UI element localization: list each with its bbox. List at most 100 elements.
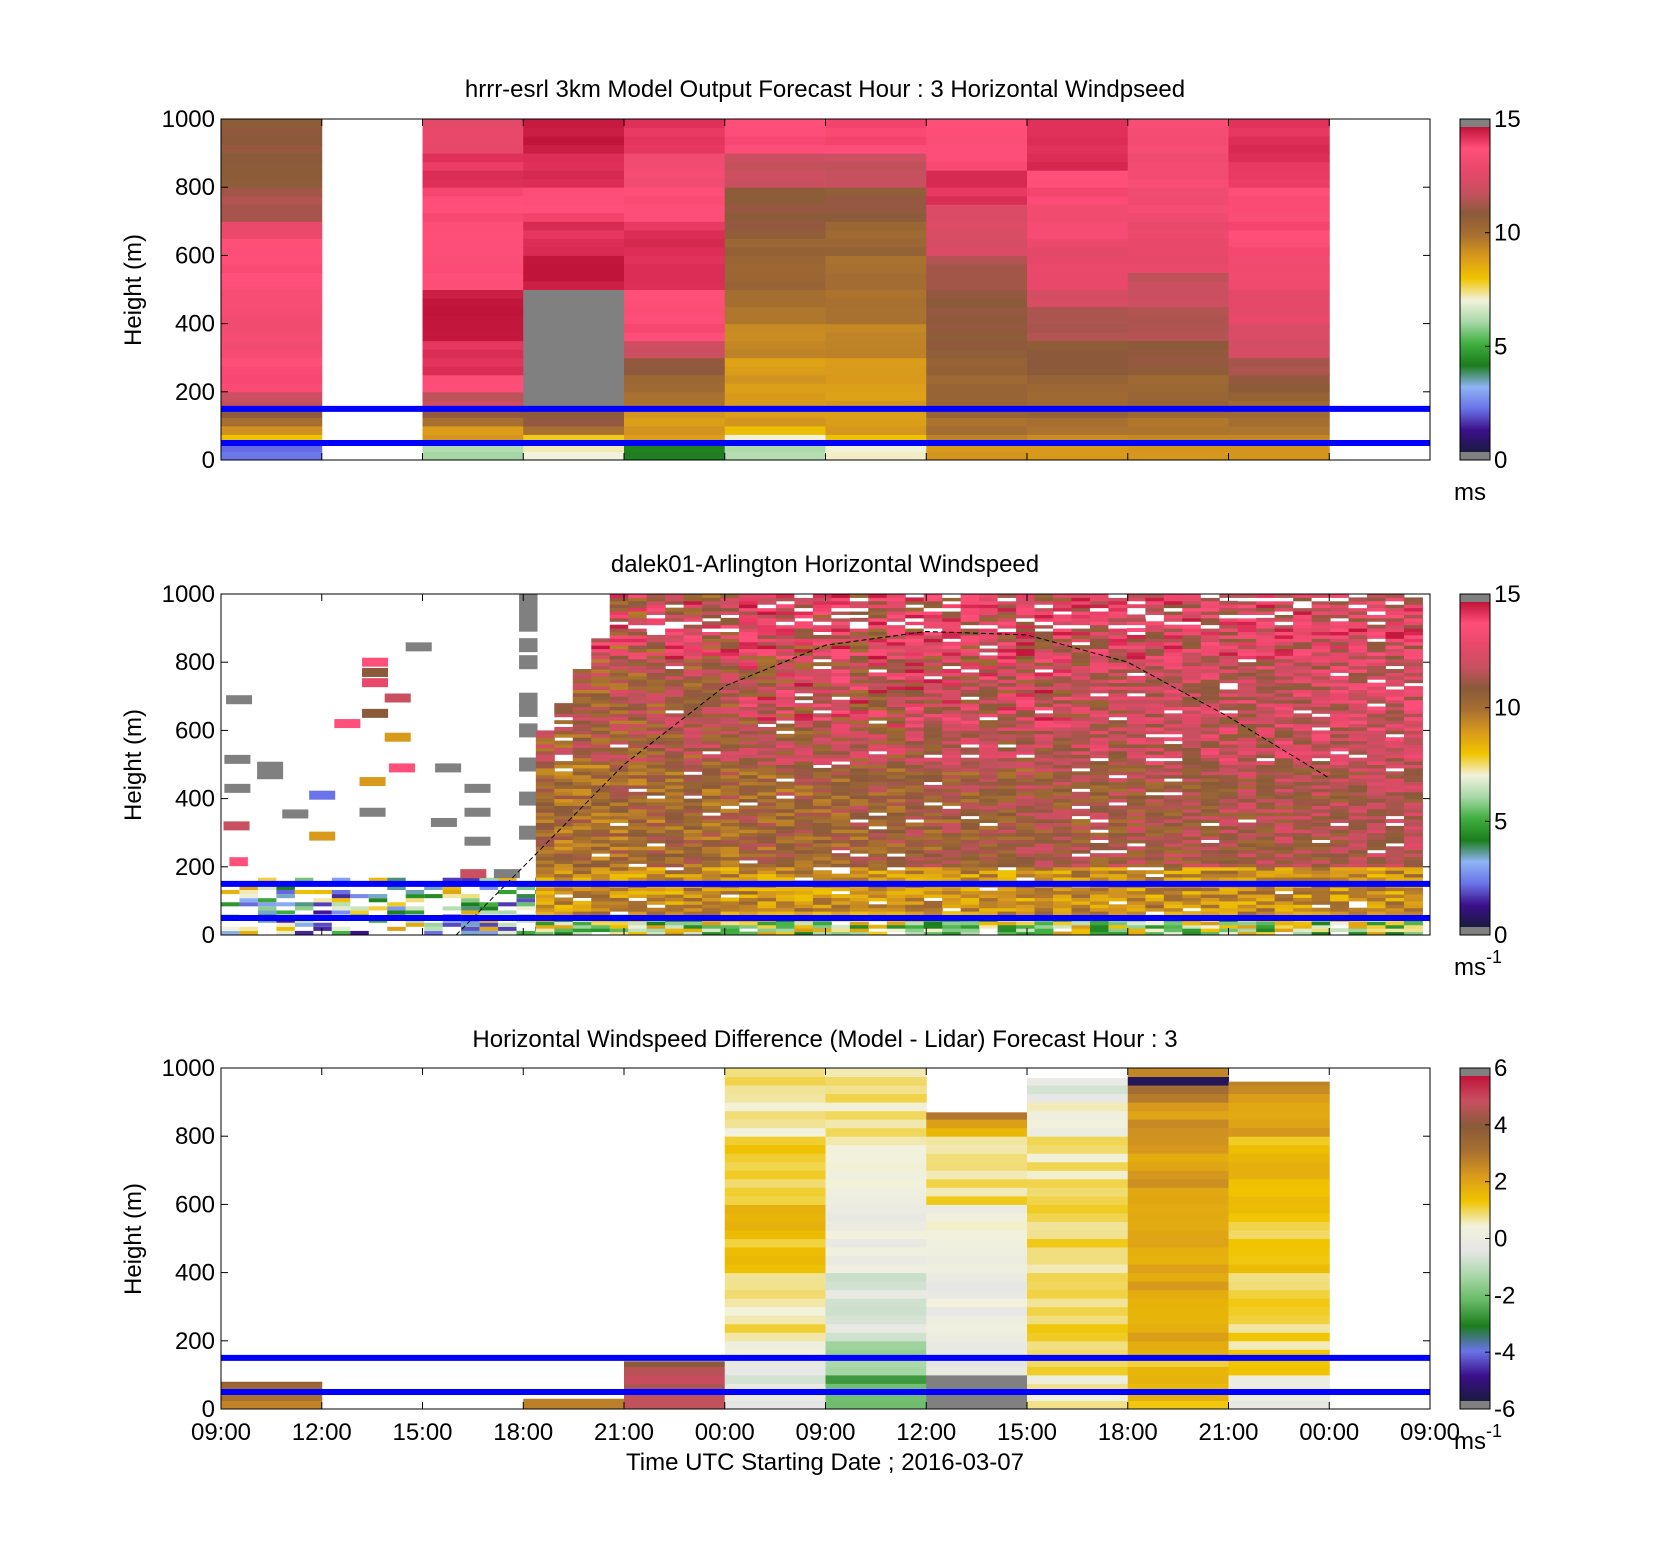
heatmap-cell	[572, 778, 592, 783]
heatmap-cell	[831, 641, 851, 646]
heatmap-cell	[1274, 856, 1294, 861]
heatmap-cell	[1200, 645, 1220, 650]
heatmap-cell	[1256, 611, 1276, 615]
heatmap-cell	[886, 805, 906, 810]
heatmap-cell	[720, 720, 740, 725]
heatmap-cell	[739, 791, 758, 796]
heatmap-cell	[757, 754, 777, 759]
heatmap-cell	[1034, 699, 1054, 704]
heatmap-cell	[1293, 853, 1313, 858]
heatmap-cell	[1182, 696, 1202, 701]
heatmap-cell	[886, 767, 906, 772]
heatmap-cell	[609, 863, 629, 868]
heatmap-cell	[720, 764, 740, 769]
heatmap-cell	[609, 900, 629, 905]
heatmap-cell	[1053, 686, 1072, 690]
heatmap-cell	[720, 784, 740, 789]
heatmap-cell	[1200, 761, 1220, 765]
heatmap-cell	[1089, 669, 1109, 673]
heatmap-cell	[479, 877, 499, 882]
heatmap-cell	[942, 617, 962, 622]
heatmap-cell	[1330, 744, 1350, 748]
heatmap-cell	[1108, 621, 1128, 626]
heatmap-cell	[825, 280, 927, 290]
heatmap-cell	[1293, 836, 1313, 841]
heatmap-cell	[1274, 781, 1294, 786]
heatmap-cell	[923, 829, 943, 834]
heatmap-cell	[923, 634, 943, 639]
heatmap-cell	[646, 761, 666, 765]
heatmap-cell	[849, 863, 869, 868]
heatmap-cell	[1108, 726, 1128, 731]
heatmap-cell	[1293, 621, 1313, 626]
heatmap-cell	[422, 136, 524, 146]
heatmap-cell	[591, 897, 611, 902]
heatmap-cell	[609, 784, 629, 789]
heatmap-cell	[1182, 648, 1202, 653]
heatmap-cell	[923, 726, 943, 731]
heatmap-cell	[519, 617, 538, 632]
heatmap-cell	[646, 730, 666, 735]
heatmap-cell	[1053, 716, 1072, 721]
heatmap-cell	[683, 716, 703, 721]
heatmap-cell	[849, 634, 869, 639]
heatmap-cell	[720, 744, 740, 748]
heatmap-cell	[960, 631, 980, 636]
heatmap-cell	[720, 631, 740, 636]
heatmap-cell	[739, 894, 758, 898]
heatmap-cell	[422, 170, 524, 180]
heatmap-cell	[720, 924, 740, 929]
heatmap-cell	[1348, 604, 1368, 609]
heatmap-cell	[1348, 648, 1368, 653]
heatmap-cell	[794, 607, 814, 612]
heatmap-cell	[720, 832, 740, 837]
heatmap-cell	[591, 754, 611, 759]
heatmap-cell	[609, 594, 629, 598]
heatmap-cell	[997, 621, 1017, 626]
heatmap-cell	[775, 764, 795, 769]
heatmap-cell	[1274, 900, 1294, 905]
heatmap-cell	[1311, 842, 1331, 847]
heatmap-cell	[1108, 771, 1128, 776]
heatmap-cell	[868, 819, 888, 823]
heatmap-cell	[1016, 873, 1036, 878]
heatmap-cell	[1256, 645, 1276, 650]
heatmap-cell	[628, 655, 648, 660]
heatmap-cell	[886, 740, 906, 745]
heatmap-cell	[683, 614, 703, 619]
heatmap-cell	[1293, 631, 1313, 636]
heatmap-cell	[1027, 391, 1129, 401]
heatmap-cell	[1311, 798, 1331, 803]
heatmap-cell	[1367, 774, 1387, 779]
heatmap-cell	[739, 849, 758, 854]
heatmap-cell	[1071, 757, 1091, 762]
heatmap-cell	[1089, 679, 1109, 684]
heatmap-cell	[942, 737, 962, 742]
heatmap-cell	[683, 784, 703, 789]
colorbar-tick-label: 5	[1494, 333, 1507, 360]
heatmap-cell	[1274, 784, 1294, 789]
heatmap-cell	[942, 784, 962, 789]
heatmap-cell	[1127, 280, 1229, 290]
heatmap-cell	[979, 870, 999, 875]
heatmap-cell	[1016, 825, 1036, 830]
heatmap-cell	[1127, 119, 1229, 129]
heatmap-cell	[724, 280, 826, 290]
heatmap-cell	[794, 784, 814, 789]
heatmap-cell	[628, 907, 648, 912]
heatmap-cell	[1293, 887, 1313, 892]
heatmap-cell	[1219, 716, 1239, 721]
heatmap-cell	[624, 229, 726, 239]
heatmap-cell	[926, 127, 1028, 137]
heatmap-cell	[624, 246, 726, 256]
heatmap-cell	[1200, 679, 1220, 684]
heatmap-cell	[646, 720, 666, 725]
heatmap-cell	[849, 757, 869, 762]
heatmap-cell	[1311, 740, 1331, 745]
heatmap-cell	[1311, 675, 1331, 680]
heatmap-cell	[1367, 839, 1387, 844]
heatmap-cell	[960, 767, 980, 772]
heatmap-cell	[1293, 767, 1313, 772]
heatmap-cell	[1293, 778, 1313, 783]
heatmap-cell	[1027, 408, 1129, 418]
